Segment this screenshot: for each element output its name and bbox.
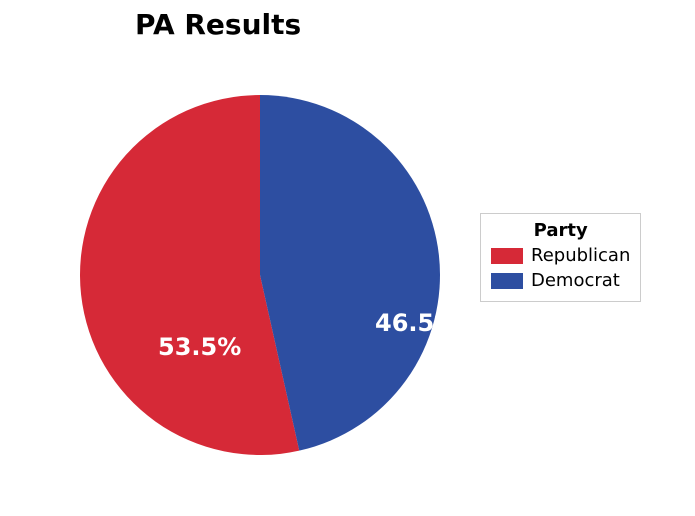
legend-label-republican: Republican — [531, 243, 630, 268]
legend-label-democrat: Democrat — [531, 268, 620, 293]
legend-item-republican: Republican — [491, 243, 630, 268]
legend-item-democrat: Democrat — [491, 268, 630, 293]
legend-swatch-republican — [491, 248, 523, 264]
slice-label-republican: 53.5% — [158, 333, 241, 361]
pie-chart: 53.5% 46.5% — [75, 90, 445, 460]
legend-swatch-democrat — [491, 273, 523, 289]
legend-title: Party — [491, 220, 630, 241]
slice-label-democrat: 46.5% — [375, 309, 458, 337]
legend: Party Republican Democrat — [480, 213, 641, 302]
chart-title: PA Results — [135, 8, 301, 41]
pie-svg — [75, 90, 445, 460]
